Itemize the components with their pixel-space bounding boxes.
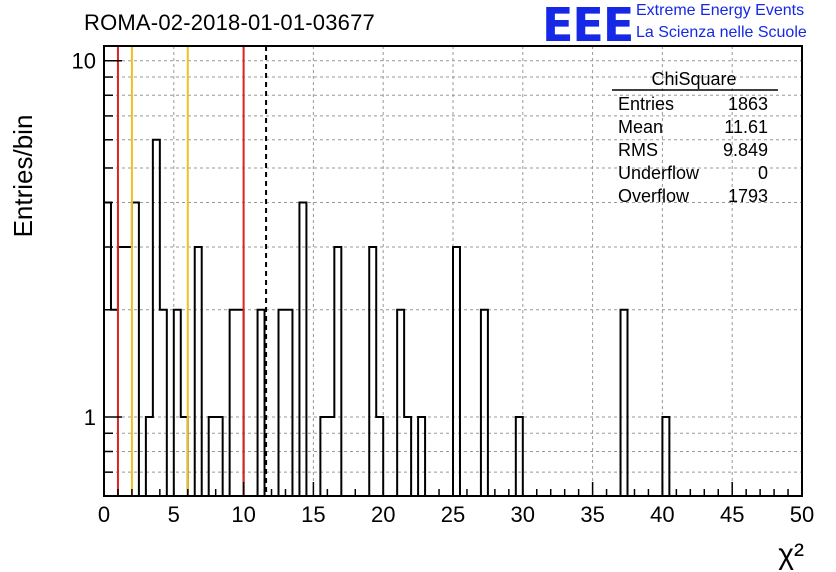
histogram-bar <box>195 247 202 496</box>
histogram-bar <box>418 417 425 496</box>
histogram-bar <box>181 417 188 496</box>
stats-label: Entries <box>618 94 674 114</box>
histogram-bar <box>237 310 244 496</box>
stats-value: 0 <box>758 163 768 183</box>
histogram-bars <box>104 140 669 496</box>
eee-logo: EEE <box>542 0 634 52</box>
histogram-bar <box>216 417 223 496</box>
histogram-bar <box>111 310 118 496</box>
logo-line-1: Extreme Energy Events <box>636 2 805 19</box>
histogram-bar <box>376 417 383 496</box>
histogram-outline <box>103 138 802 497</box>
histogram-bar <box>279 310 286 496</box>
histogram-bar <box>153 140 160 496</box>
histogram-bar <box>453 247 460 496</box>
x-tick-label: 30 <box>511 502 535 527</box>
histogram-bar <box>662 417 669 496</box>
histogram-bar <box>146 417 153 496</box>
histogram-bar <box>174 310 181 496</box>
x-tick-label: 25 <box>441 502 465 527</box>
x-tick-label: 15 <box>301 502 325 527</box>
x-axis: 0 5 10 15 20 25 30 35 40 45 50 <box>98 482 814 527</box>
histogram-bar <box>118 247 125 496</box>
y-tick-label: 1 <box>84 405 96 430</box>
histogram-bar <box>125 247 132 496</box>
stats-label: Underflow <box>618 163 700 183</box>
histogram-bar <box>334 247 341 496</box>
stats-box: ChiSquare Entries 1863 Mean 11.61 RMS 9.849 Und… <box>612 69 778 206</box>
stats-value: 9.849 <box>723 140 768 160</box>
y-axis: 1 10 <box>72 49 122 497</box>
histogram-bar <box>258 310 265 496</box>
y-axis-title: Entries/bin <box>8 115 38 238</box>
histogram-bar <box>516 417 523 496</box>
x-tick-label: 0 <box>98 502 110 527</box>
histogram-bar <box>209 417 216 496</box>
histogram-bar <box>320 417 327 496</box>
stats-label: Overflow <box>618 186 690 206</box>
histogram-bar <box>481 310 488 496</box>
histogram-bar <box>327 417 334 496</box>
x-tick-label: 50 <box>790 502 814 527</box>
histogram-bar <box>230 310 237 496</box>
x-axis-title: χ² <box>778 538 804 571</box>
stats-label: RMS <box>618 140 658 160</box>
stats-value: 1793 <box>728 186 768 206</box>
stats-label: Mean <box>618 117 663 137</box>
histogram-bar <box>285 310 292 496</box>
x-tick-label: 5 <box>168 502 180 527</box>
y-tick-label: 10 <box>72 49 96 74</box>
x-tick-label: 35 <box>580 502 604 527</box>
x-tick-label: 45 <box>720 502 744 527</box>
x-tick-label: 10 <box>231 502 255 527</box>
histogram-bar <box>621 310 628 496</box>
run-title: ROMA-02-2018-01-01-03677 <box>84 10 375 35</box>
histogram-bar <box>404 417 411 496</box>
x-tick-label: 40 <box>650 502 674 527</box>
x-tick-label: 20 <box>371 502 395 527</box>
logo-line-2: La Scienza nelle Scuole <box>636 24 807 41</box>
stats-value: 11.61 <box>724 117 768 137</box>
stats-title: ChiSquare <box>651 69 736 89</box>
histogram-bar <box>369 247 376 496</box>
histogram-bar <box>397 310 404 496</box>
stats-value: 1863 <box>728 94 768 114</box>
histogram-bar <box>160 310 167 496</box>
